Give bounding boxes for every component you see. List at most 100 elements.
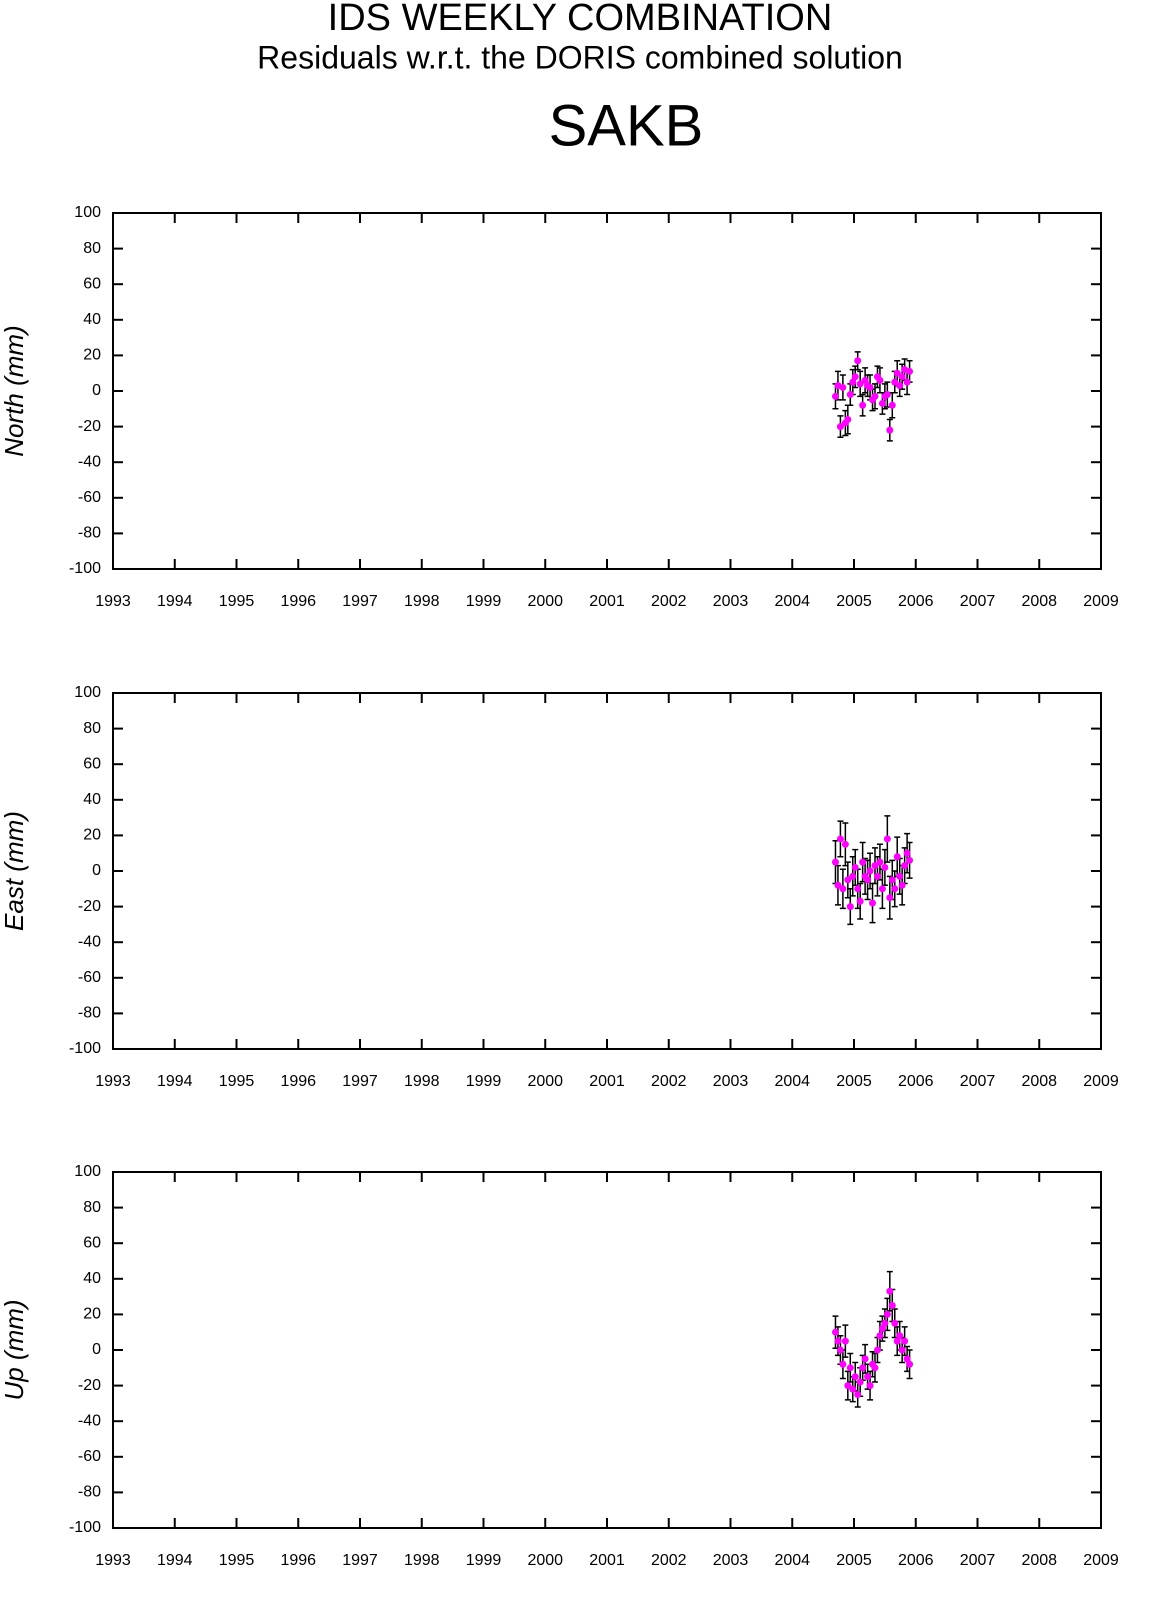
data-point [888, 1302, 896, 1309]
data-point [864, 876, 872, 884]
data-point [841, 840, 849, 848]
data-point [846, 1364, 854, 1372]
data-point [901, 862, 909, 870]
data-point [836, 1346, 844, 1354]
x-tick-label: 2004 [774, 1552, 810, 1569]
data-point [891, 1319, 899, 1327]
data-point [896, 382, 904, 390]
data-point [856, 1378, 864, 1386]
data-point [831, 1328, 839, 1336]
data-point [888, 401, 896, 409]
data-point [893, 1337, 901, 1345]
y-tick-label: -80 [78, 525, 101, 542]
y-tick-label: 80 [83, 720, 101, 737]
y-tick-label: 0 [92, 1341, 101, 1358]
data-point [834, 1337, 842, 1345]
x-tick-label: 1996 [280, 593, 316, 610]
data-point [836, 423, 844, 431]
chart-subtitle: Residuals w.r.t. the DORIS combined solu… [257, 39, 903, 75]
data-point [861, 376, 869, 384]
x-tick-label: 1998 [404, 1552, 440, 1569]
data-point [886, 426, 894, 434]
x-tick-label: 1996 [280, 1073, 316, 1090]
x-tick-label: 1999 [466, 593, 502, 610]
y-tick-label: -80 [78, 1484, 101, 1501]
data-point [849, 872, 857, 880]
data-point [864, 1373, 872, 1381]
plot-frame [112, 212, 1102, 570]
x-tick-label: 1997 [342, 593, 378, 610]
x-tick-label: 2007 [960, 1073, 996, 1090]
y-tick-label: -40 [78, 453, 101, 470]
data-point [844, 876, 852, 884]
x-tick-label: 1994 [157, 593, 193, 610]
y-tick-label: 80 [83, 240, 101, 257]
plot-frame [112, 692, 1102, 1050]
y-axis-label: East (mm) [0, 811, 29, 931]
data-point [881, 863, 889, 871]
y-tick-label: 20 [83, 827, 101, 844]
data-point [876, 376, 884, 384]
data-point [844, 1382, 852, 1390]
data-point [866, 383, 874, 391]
x-tick-label: 1995 [219, 1073, 255, 1090]
y-tick-label: 60 [83, 1234, 101, 1251]
x-tick-label: 2002 [651, 1073, 687, 1090]
data-point [839, 885, 847, 893]
data-point [841, 1337, 849, 1345]
y-tick-label: 0 [92, 382, 101, 399]
data-point [883, 1310, 891, 1318]
data-point [851, 863, 859, 871]
y-axis-label: Up (mm) [0, 1299, 29, 1400]
x-tick-label: 2000 [527, 593, 563, 610]
y-tick-label: -60 [78, 489, 101, 506]
data-point [881, 1319, 889, 1327]
x-tick-label: 2009 [1083, 593, 1119, 610]
x-tick-label: 1998 [404, 1073, 440, 1090]
data-point [854, 885, 862, 893]
data-point [844, 415, 852, 423]
data-point [878, 885, 886, 893]
y-tick-label: 80 [83, 1199, 101, 1216]
x-tick-label: 2003 [713, 1552, 749, 1569]
x-tick-label: 2000 [527, 1552, 563, 1569]
chart-title: IDS WEEKLY COMBINATION [328, 0, 833, 39]
x-tick-label: 1997 [342, 1073, 378, 1090]
x-tick-label: 2001 [589, 1073, 625, 1090]
x-tick-label: 1994 [157, 1552, 193, 1569]
x-tick-label: 2000 [527, 1073, 563, 1090]
x-tick-label: 2008 [1021, 1552, 1057, 1569]
data-point [903, 1355, 911, 1363]
x-tick-label: 2001 [589, 1552, 625, 1569]
data-point [839, 1360, 847, 1368]
x-tick-label: 2006 [898, 1073, 934, 1090]
data-point [859, 1364, 867, 1372]
data-point [859, 858, 867, 866]
x-tick-label: 1997 [342, 1552, 378, 1569]
data-point [866, 1382, 874, 1390]
data-point [854, 1391, 862, 1398]
y-tick-label: 60 [83, 275, 101, 292]
data-point [849, 1385, 857, 1393]
x-tick-label: 1995 [219, 593, 255, 610]
x-tick-label: 2006 [898, 593, 934, 610]
x-tick-label: 1993 [95, 1552, 131, 1569]
x-tick-label: 2002 [651, 1552, 687, 1569]
data-point [856, 897, 864, 905]
data-point [893, 853, 901, 861]
data-point [901, 1337, 909, 1345]
data-point [849, 378, 857, 386]
y-tick-label: 100 [74, 204, 101, 221]
x-tick-label: 1999 [466, 1073, 502, 1090]
data-point [846, 903, 854, 911]
data-point [854, 357, 862, 365]
x-tick-label: 2006 [898, 1552, 934, 1569]
x-tick-label: 2005 [836, 1073, 872, 1090]
data-point [873, 1346, 881, 1354]
data-point [886, 894, 894, 902]
y-tick-label: 60 [83, 755, 101, 772]
y-tick-label: -60 [78, 1448, 101, 1465]
data-point [871, 392, 879, 400]
data-point [876, 1332, 884, 1340]
y-tick-label: -100 [69, 560, 101, 577]
